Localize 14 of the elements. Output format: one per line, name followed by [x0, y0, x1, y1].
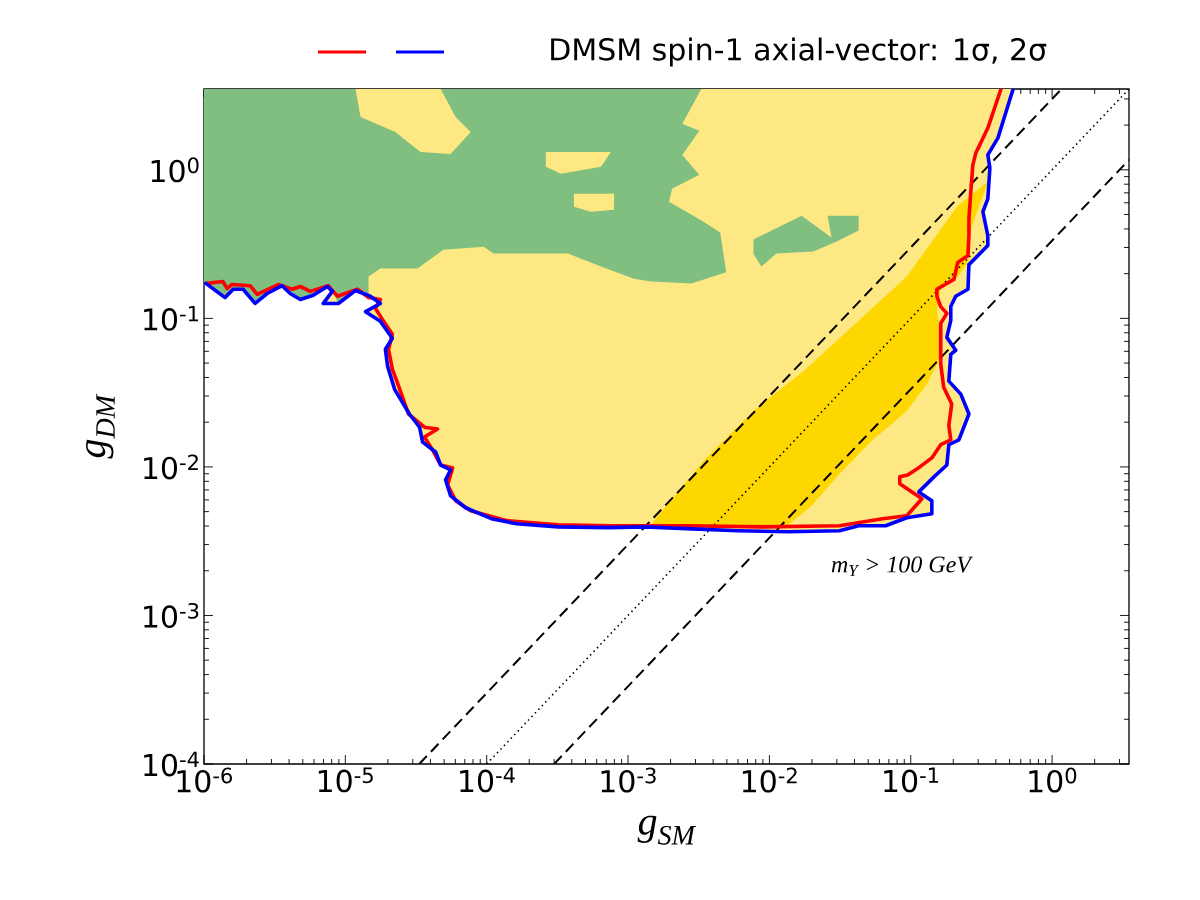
x-tick-label: 10$^{-5}$	[318, 767, 373, 793]
y-tick-label: 10$^{-3}$	[144, 602, 199, 628]
legend-title: DMSM spin-1 axial-vector: 1σ, 2σ	[551, 37, 1047, 67]
y-tick-label: 10$^{-2}$	[144, 454, 198, 480]
y-tick-label: 10$^{-1}$	[144, 305, 199, 331]
annotation: m$_{Y}$ > 100 GeV	[831, 556, 974, 577]
x-tick-label: 10$^{-1}$	[884, 767, 939, 793]
x-tick-label: 10$^{-2}$	[742, 767, 797, 793]
x-tick-label: 10$^{-4}$	[460, 767, 515, 793]
x-axis-title: g$_{SM}$	[637, 815, 697, 845]
x-tick-label: 10$^{-3}$	[601, 767, 656, 793]
x-tick-label: 10$^{0}$	[1029, 767, 1077, 793]
y-axis-title: g$_{DM}$	[86, 393, 115, 459]
y-tick-label: 10$^{0}$	[151, 157, 199, 183]
